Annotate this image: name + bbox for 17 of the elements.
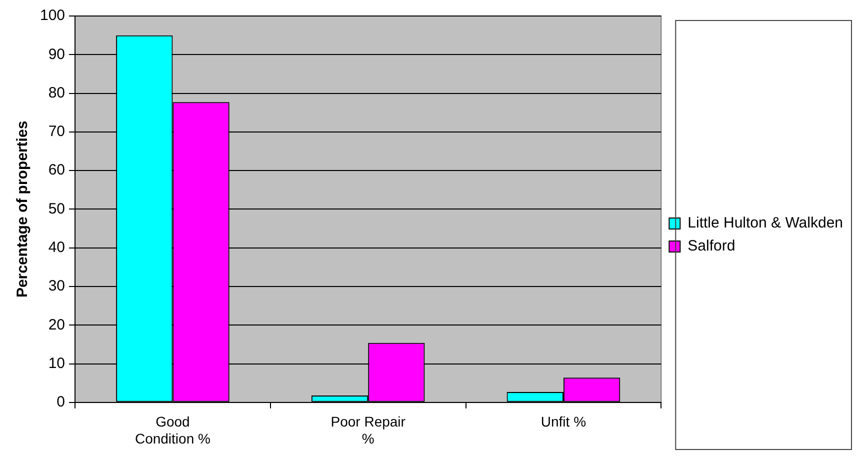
x-tick-label: Good Condition % [134, 414, 210, 446]
y-tick-label: 50 [48, 200, 66, 218]
y-tick-label: 0 [56, 394, 66, 411]
y-tick-label: 80 [48, 84, 66, 102]
y-tick-label: 30 [48, 278, 66, 295]
y-tick-label: 70 [48, 123, 66, 140]
y-tick-label: 60 [48, 162, 66, 179]
y-tick-label: 20 [48, 316, 66, 334]
y-axis-title: Percentage of properties [14, 120, 32, 298]
x-tick-label: Unfit % [540, 414, 586, 430]
legend-label: Salford [688, 238, 736, 255]
y-tick-label: 40 [48, 238, 66, 256]
legend-label: Little Hulton & Walkden [688, 214, 844, 232]
y-tick-label: 90 [48, 46, 66, 63]
y-tick-label: 10 [48, 354, 66, 372]
x-tick-label: Poor Repair % [330, 414, 406, 446]
y-tick-label: 100 [40, 7, 66, 24]
